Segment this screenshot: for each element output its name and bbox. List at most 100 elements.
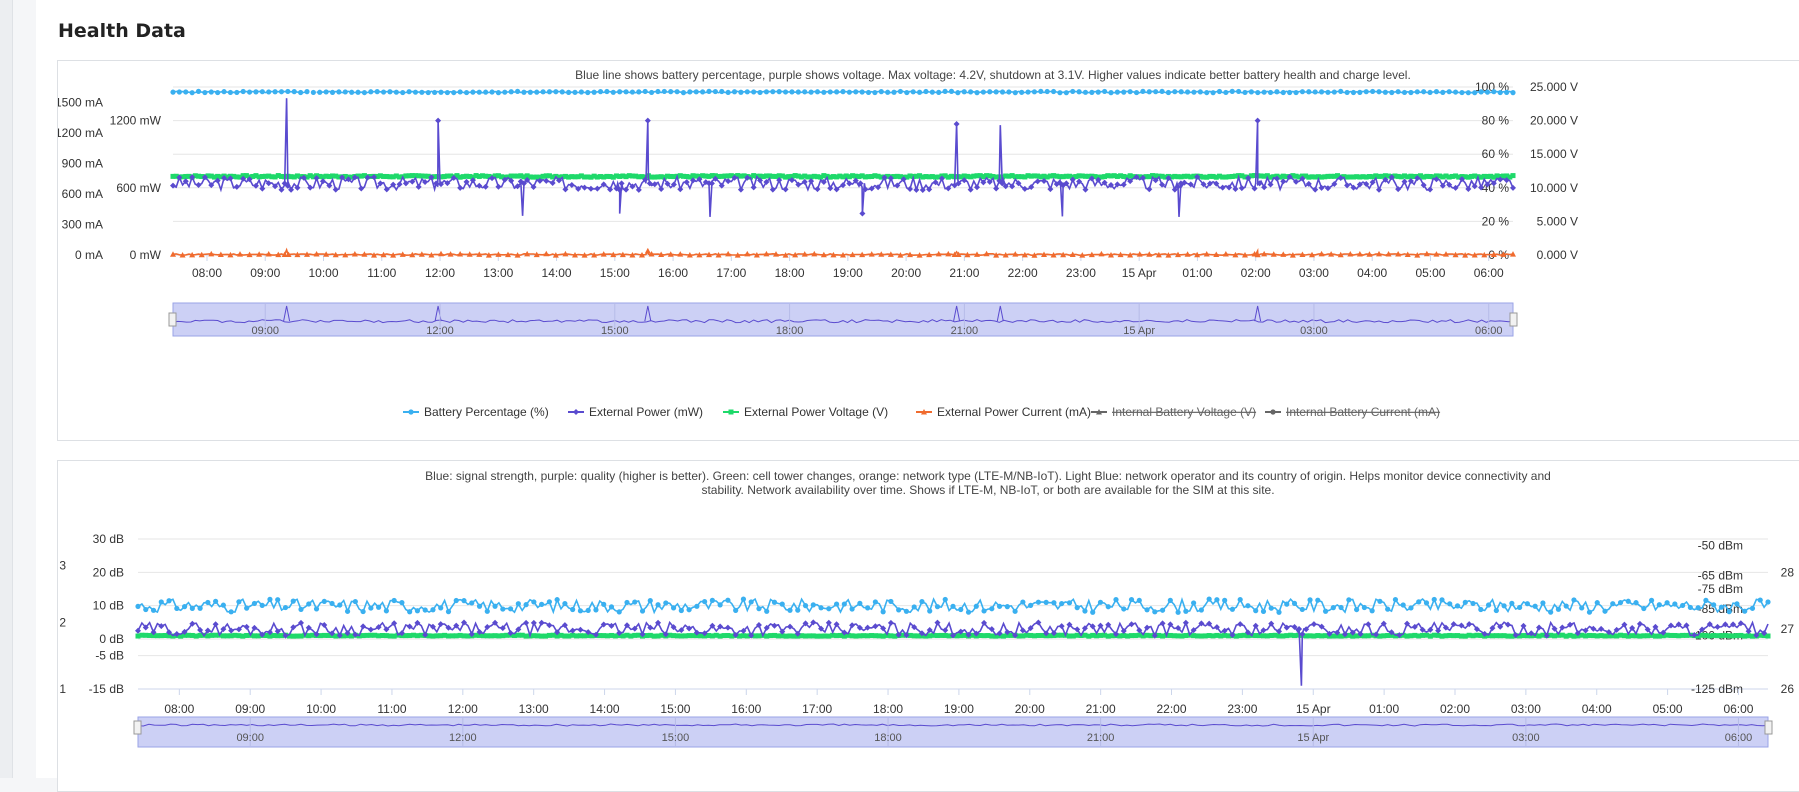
- data-point: [750, 184, 757, 191]
- data-point: [1248, 173, 1254, 179]
- data-point: [275, 633, 281, 639]
- legend-item[interactable]: Internal Battery Voltage (V): [1091, 405, 1256, 419]
- navigator-label: 21:00: [951, 325, 979, 337]
- data-point: [323, 173, 329, 179]
- data-point: [769, 186, 776, 193]
- data-point: [1446, 174, 1452, 180]
- data-point: [344, 608, 351, 614]
- data-point: [1035, 173, 1041, 179]
- data-point: [374, 173, 380, 179]
- data-point: [288, 174, 294, 180]
- data-point: [158, 599, 164, 605]
- data-point: [728, 173, 734, 179]
- data-point: [1395, 89, 1401, 95]
- data-point: [1187, 181, 1194, 188]
- legend-item[interactable]: External Power Voltage (V): [723, 405, 888, 419]
- data-point: [1613, 626, 1620, 633]
- data-point: [484, 633, 490, 639]
- data-point: [577, 626, 584, 633]
- data-point: [1594, 600, 1600, 606]
- data-point: [294, 173, 300, 179]
- data-point: [558, 632, 564, 638]
- data-point: [610, 174, 616, 180]
- data-point: [553, 89, 559, 95]
- data-point: [281, 251, 288, 257]
- data-point: [383, 626, 390, 633]
- navigator-range[interactable]: [172, 302, 1514, 337]
- data-point: [286, 633, 292, 639]
- legend-item[interactable]: Battery Percentage (%): [403, 405, 549, 419]
- data-point: [1108, 181, 1114, 188]
- data-point: [1507, 174, 1513, 180]
- navigator-handle-right[interactable]: [1764, 720, 1773, 735]
- data-point: [757, 177, 764, 184]
- data-point: [484, 623, 491, 630]
- data-point: [1465, 186, 1472, 193]
- data-point: [482, 183, 489, 190]
- data-point: [581, 252, 588, 258]
- data-point: [1274, 89, 1280, 95]
- legend-item[interactable]: External Power (mW): [568, 405, 703, 419]
- data-point: [1471, 251, 1478, 258]
- data-point: [981, 633, 987, 639]
- data-point: [1452, 251, 1459, 258]
- data-point: [1124, 174, 1130, 180]
- data-point: [1127, 178, 1134, 185]
- data-point: [608, 604, 615, 610]
- data-point: [1143, 174, 1149, 180]
- data-point: [983, 250, 990, 257]
- data-point: [1567, 632, 1573, 638]
- data-point: [961, 173, 967, 179]
- data-point: [845, 632, 851, 638]
- data-point: [974, 251, 980, 257]
- legend-item[interactable]: Internal Battery Current (mA): [1265, 405, 1440, 419]
- data-point: [1256, 180, 1263, 187]
- data-point: [376, 604, 382, 610]
- data-point: [1198, 633, 1204, 639]
- data-point: [1203, 251, 1210, 257]
- data-point: [737, 186, 744, 193]
- data-point: [284, 182, 291, 189]
- data-point: [587, 185, 594, 192]
- data-point: [760, 174, 766, 180]
- data-point: [477, 632, 483, 638]
- data-point: [1443, 251, 1449, 257]
- data-point: [1296, 174, 1302, 180]
- data-point: [927, 608, 933, 614]
- navigator-handle-right[interactable]: [1509, 312, 1518, 327]
- data-point: [515, 626, 522, 633]
- navigator-handle-left[interactable]: [168, 312, 177, 327]
- data-point: [891, 89, 897, 95]
- data-point: [1069, 251, 1076, 258]
- data-point: [537, 174, 543, 180]
- data-point: [552, 252, 559, 258]
- grid: [138, 538, 1768, 690]
- data-point: [1102, 88, 1108, 95]
- data-point: [629, 173, 635, 179]
- navigator-handle-left[interactable]: [133, 720, 142, 735]
- legend-item[interactable]: External Power Current (mA): [916, 405, 1091, 419]
- data-point: [1625, 598, 1631, 604]
- data-point: [1324, 185, 1331, 192]
- x-tick-label: 12:00: [448, 702, 478, 716]
- data-point: [236, 633, 242, 639]
- data-point: [1361, 604, 1367, 611]
- data-point: [591, 89, 597, 95]
- data-point: [833, 186, 840, 193]
- data-point: [585, 629, 592, 636]
- data-point: [307, 184, 314, 191]
- data-point: [1076, 173, 1082, 179]
- data-point: [1058, 623, 1065, 630]
- data-point: [1598, 625, 1605, 632]
- data-point: [713, 632, 719, 638]
- data-point: [810, 619, 817, 626]
- data-point: [1253, 608, 1259, 614]
- data-point: [885, 89, 891, 95]
- data-point: [438, 250, 444, 257]
- data-point: [486, 173, 492, 179]
- data-point: [1520, 622, 1527, 629]
- data-point: [1602, 608, 1608, 614]
- data-point: [1016, 633, 1022, 639]
- data-point: [856, 174, 862, 180]
- data-point: [868, 185, 875, 192]
